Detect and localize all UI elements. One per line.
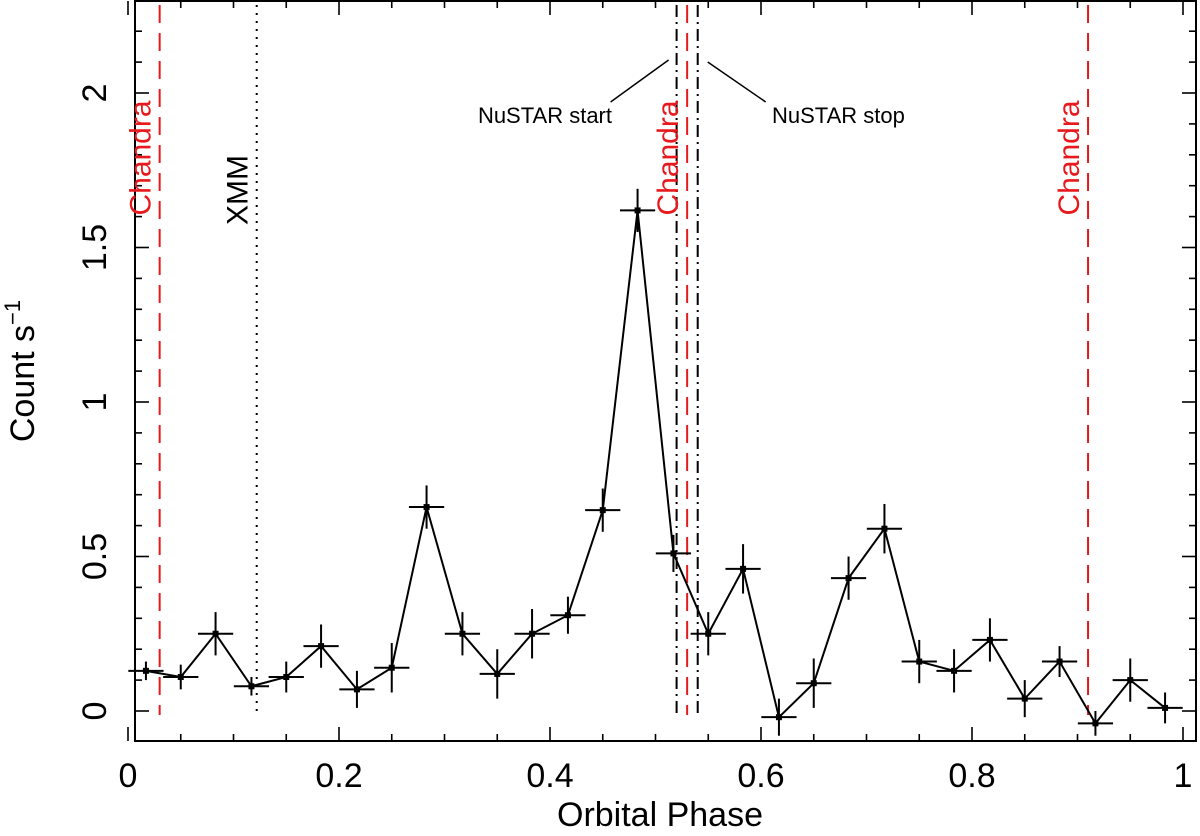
data-series [128,188,1183,736]
point-marker [986,636,993,643]
y-axis-label: Count s−1 [0,300,42,442]
x-tick-label: 0.6 [737,757,784,795]
data-point [796,658,832,708]
point-marker [459,630,466,637]
data-point [1007,680,1043,718]
nustar-stop-label: NuSTAR stop [772,103,905,128]
nustar-start-leader [610,59,670,103]
y-tick-label: 2 [76,84,114,103]
data-point [1077,711,1114,736]
point-marker [318,643,325,650]
data-point [303,624,339,668]
x-tick-label: 0.4 [526,757,573,795]
y-axis-label-exponent: −1 [0,300,25,325]
axis-labels: Orbital Phase Count s−1 [0,300,763,834]
point-marker [1056,658,1063,665]
data-point [444,612,481,656]
data-point [936,649,972,693]
point-marker [494,670,501,677]
data-point [514,609,550,659]
data-point [690,612,726,656]
data-point [761,698,797,736]
data-point [1041,646,1078,678]
point-marker [423,504,430,511]
point-marker [775,714,782,721]
point-marker [1021,695,1028,702]
point-marker [951,667,958,674]
data-point [233,677,270,696]
data-point [725,544,761,594]
data-point [197,612,234,656]
point-marker [845,575,852,582]
data-point [972,618,1008,662]
point-marker [212,630,219,637]
point-marker [529,630,536,637]
data-point [128,661,164,681]
data-point [1147,692,1183,724]
data-point [585,488,621,532]
data-point [550,596,586,634]
point-marker [634,207,641,214]
point-marker [916,658,923,665]
point-marker [248,683,255,690]
marker-label-chandra: Chandra [652,100,685,215]
point-marker [1092,720,1099,727]
x-tick-label: 0.8 [948,757,995,795]
data-point [830,556,867,600]
observation-markers: Chandra XMM Chandra Chandra [125,5,1090,715]
nustar-annotations: NuSTAR start NuSTAR stop [478,59,905,128]
x-axis-label: Orbital Phase [557,796,763,834]
marker-label-xmm: XMM [222,155,255,225]
data-point [619,188,656,233]
x-tick-label: 0.2 [315,757,362,795]
data-point [163,664,199,690]
point-marker [881,525,888,532]
point-marker [670,550,677,557]
x-tick-label: 1 [1174,757,1193,795]
data-point [479,649,515,699]
data-point [866,503,903,554]
nustar-start-label: NuSTAR start [478,103,612,128]
point-marker [599,507,606,514]
x-tick-label: 0 [119,757,138,795]
y-tick-label: 1.5 [76,224,114,271]
data-point [339,670,375,708]
point-marker [177,674,184,681]
point-marker [810,680,817,687]
marker-label-chandra: Chandra [1053,100,1086,215]
y-tick-label: 1 [76,393,114,412]
point-marker [705,630,712,637]
data-point [268,661,304,693]
point-marker [1127,677,1134,684]
point-marker [142,667,149,674]
data-point [374,643,410,693]
point-marker [353,686,360,693]
point-marker [283,674,290,681]
data-point [901,639,937,684]
point-marker [1162,704,1169,711]
axis-ticks: 0 0.2 0.4 0.6 0.8 1 0 0.5 1 1.5 2 [76,1,1196,795]
point-marker [740,565,747,572]
y-tick-label: 0 [76,702,114,721]
nustar-stop-leader [707,61,767,103]
y-axis-label-text: Count s [4,325,42,442]
data-point [655,534,692,572]
marker-label-chandra: Chandra [125,100,158,215]
point-marker [388,664,395,671]
data-point [1112,658,1148,702]
data-point [408,485,445,529]
series-line [145,210,1166,726]
y-tick-label: 0.5 [76,533,114,580]
point-marker [564,612,571,619]
